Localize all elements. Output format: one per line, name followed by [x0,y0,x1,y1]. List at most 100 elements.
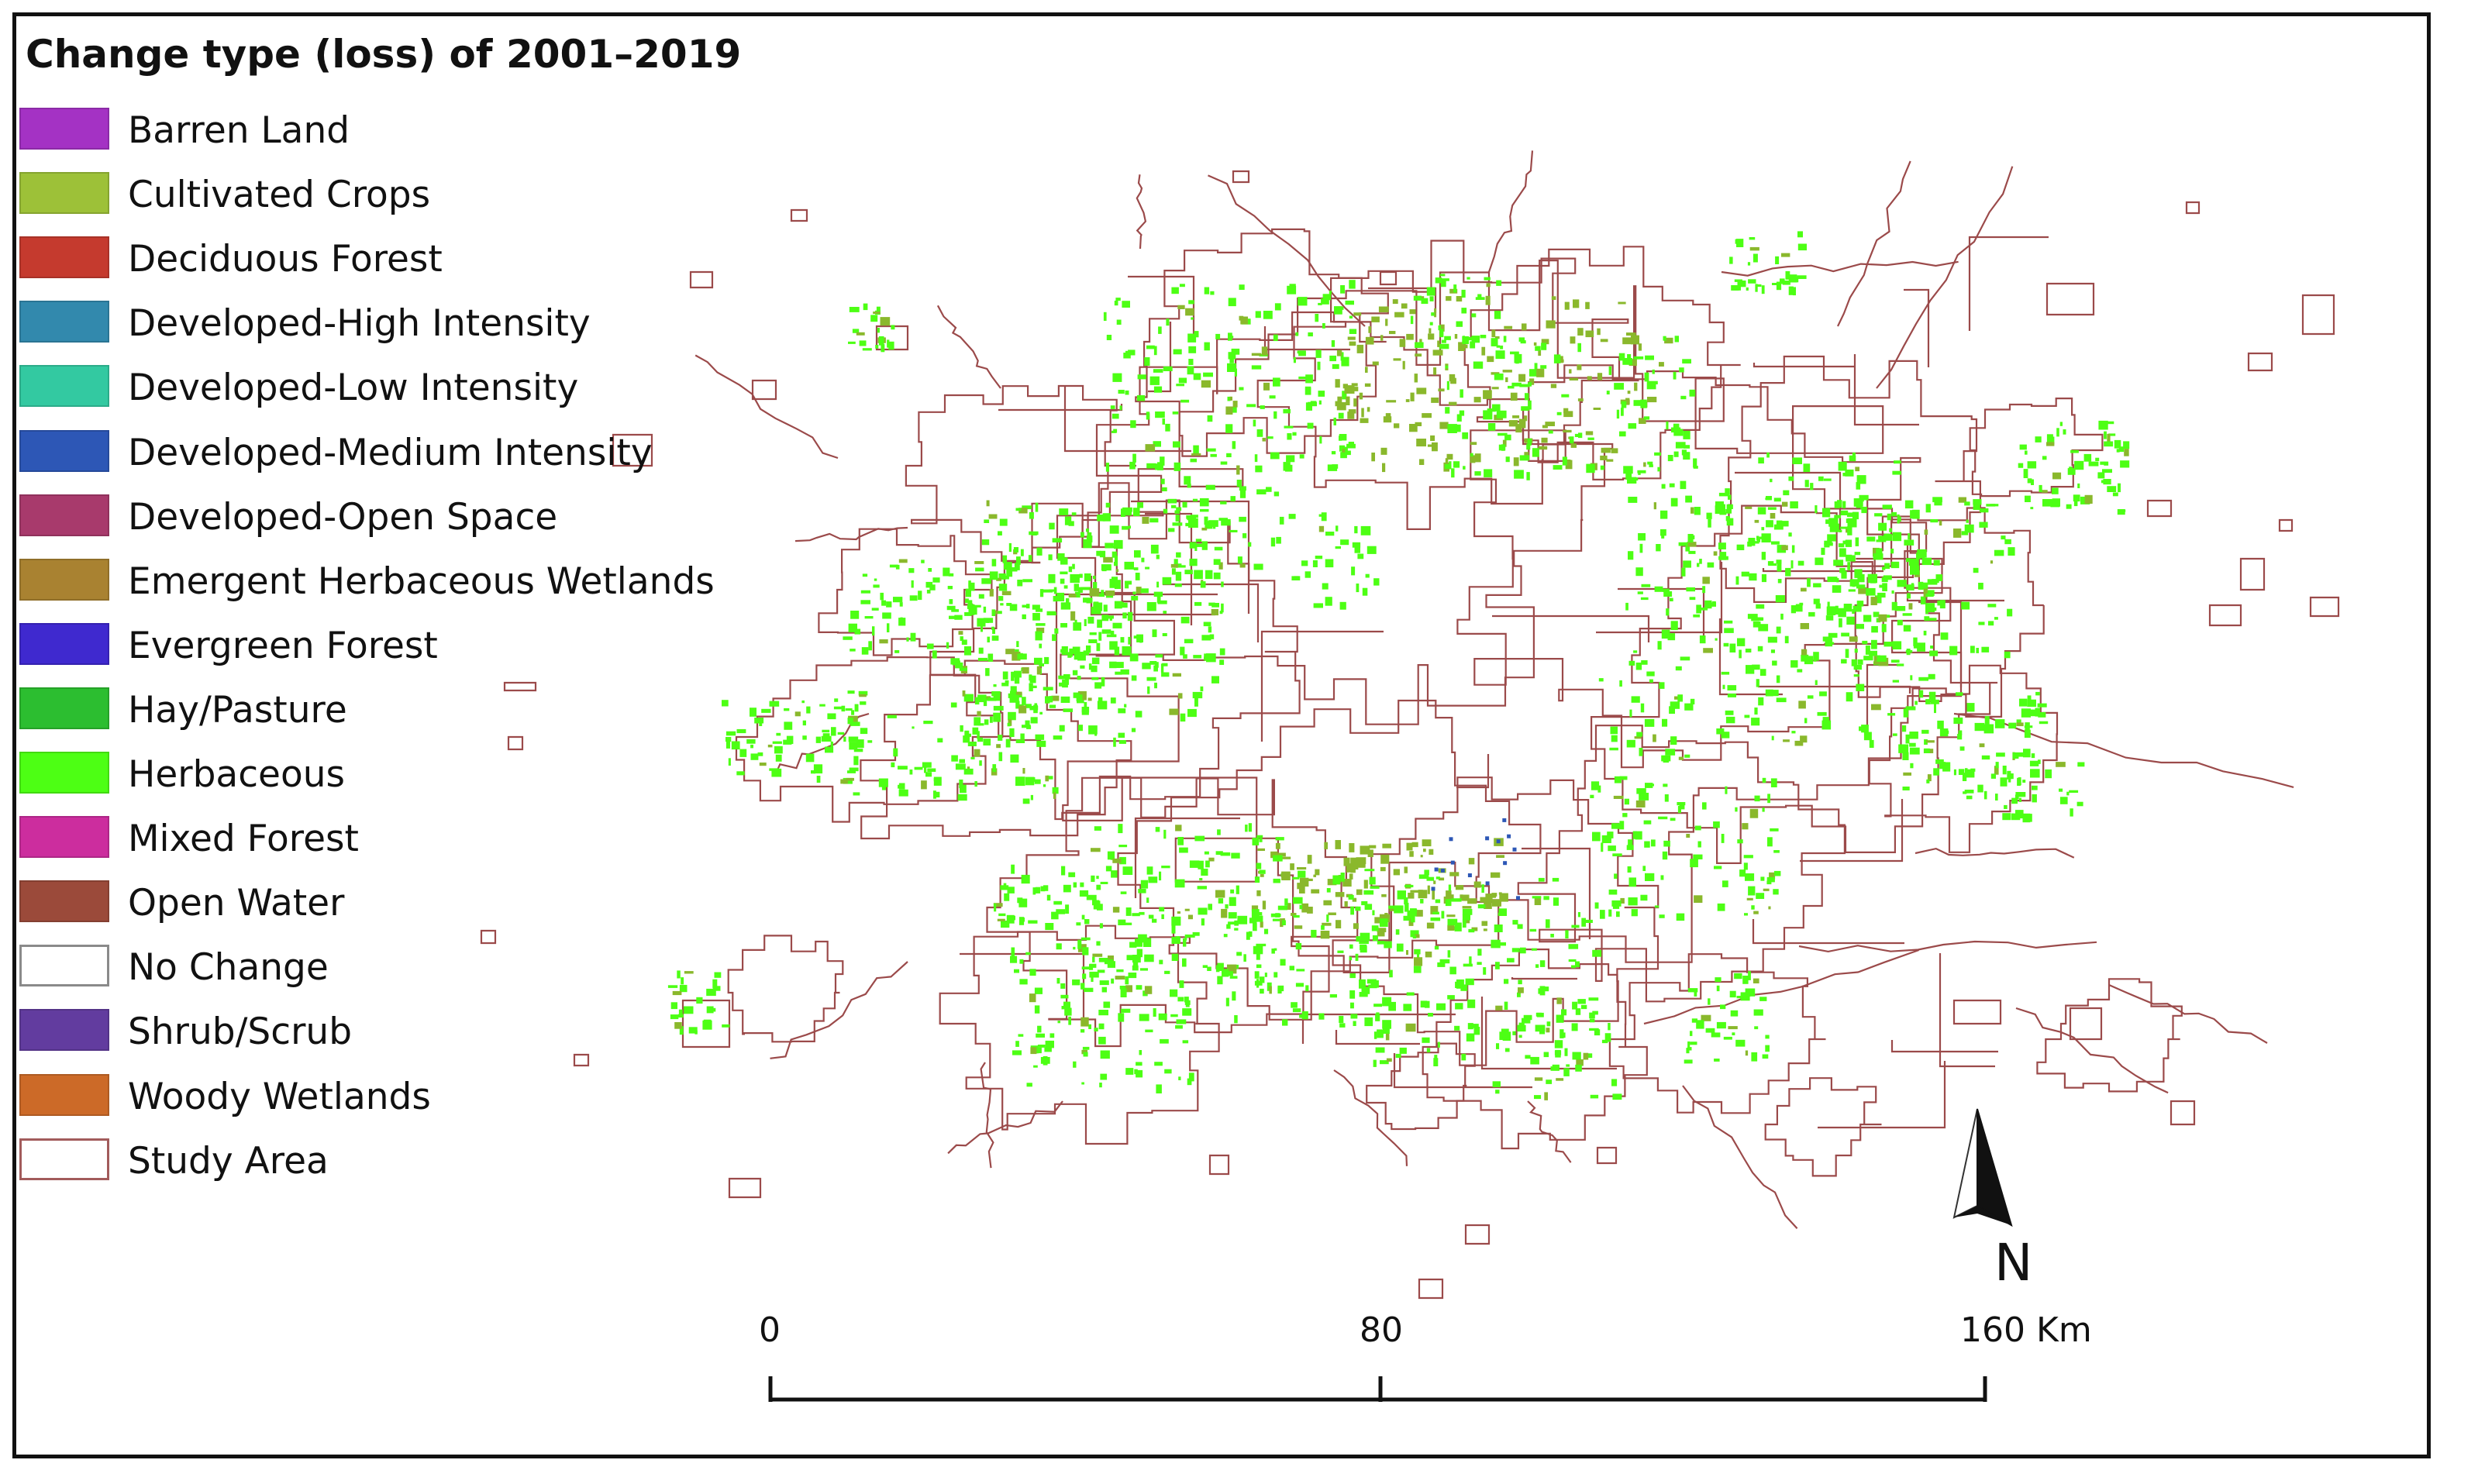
change-patch [1377,1029,1384,1038]
change-patch [1065,904,1070,914]
change-patch [2123,441,2130,449]
change-patch [870,315,878,322]
change-patch [864,616,874,619]
change-patch [1728,494,1732,500]
change-patch [1767,837,1773,847]
change-patch [1109,616,1112,621]
change-patch [1262,900,1267,910]
change-patch [1626,845,1634,850]
change-patch [1491,372,1500,375]
study-area-outline [936,305,1001,389]
change-patch [1162,633,1167,636]
change-patch [1522,323,1527,331]
change-patch [1208,626,1212,633]
change-patch [853,756,859,766]
change-patch [1528,400,1532,410]
change-patch [1682,359,1691,364]
change-patch [1572,1001,1578,1010]
change-patch [1033,704,1038,714]
change-patch [1060,571,1068,575]
change-patch [859,340,867,346]
change-patch [1621,408,1624,416]
change-patch [1273,972,1278,978]
change-patch [1022,798,1030,804]
change-patch [993,903,1003,907]
change-patch [1758,697,1764,706]
change-patch [854,704,859,712]
change-patch [1498,942,1506,946]
change-patch [1194,544,1198,551]
change-patch [1122,525,1129,530]
change-patch [1619,431,1626,437]
change-patch [1115,976,1125,980]
change-patch [1677,806,1681,814]
change-patch [1949,646,1958,656]
change-patch [1504,1001,1508,1010]
change-patch [1015,701,1020,709]
change-patch [1352,897,1357,902]
change-patch [1331,340,1336,347]
change-patch [1157,600,1167,604]
change-patch [1401,303,1408,309]
change-patch [1481,346,1486,356]
change-patch [863,303,868,311]
change-patch [1404,903,1409,912]
change-patch [898,766,908,770]
change-patch [1616,409,1620,419]
change-patch [1470,1024,1479,1028]
change-patch [1928,691,1936,701]
change-patch [1349,873,1353,880]
change-patch [1783,490,1790,496]
change-patch [1994,617,1998,620]
change-patch [1835,605,1839,615]
change-patch [1380,866,1386,872]
change-patch [1746,897,1753,900]
change-patch [1382,1020,1391,1029]
change-patch [1353,398,1357,407]
legend-label: Developed-Low Intensity [128,367,579,410]
change-patch [1080,983,1085,990]
change-patch [1978,621,1985,625]
change-patch [2039,484,2042,493]
change-patch [1769,563,1777,566]
change-patch [1200,686,1204,692]
change-patch [1978,583,1983,590]
change-patch [1821,547,1825,556]
change-patch [1838,461,1847,471]
change-patch [1894,460,1901,464]
change-patch [1133,635,1142,639]
change-patch [1776,281,1782,291]
change-patch [1177,997,1184,1002]
change-patch [1019,918,1025,922]
change-patch [1568,959,1577,962]
change-patch [1622,813,1628,818]
change-patch [1136,395,1146,401]
change-patch [1606,459,1614,462]
legend-label: Developed-Medium Intensity [128,431,653,474]
change-patch [1372,361,1379,366]
change-patch [998,913,1006,917]
change-patch [1930,646,1934,649]
change-patch [1226,971,1233,976]
change-patch [759,719,763,726]
change-patch [1326,914,1329,922]
change-patch [1101,590,1105,596]
study-area-outline [2309,596,2340,618]
change-patch [1601,1039,1608,1044]
change-patch [1227,363,1236,372]
change-patch [1807,578,1811,587]
change-patch [1260,921,1263,928]
change-patch [1924,616,1930,621]
study-area-outline [875,325,909,351]
change-patch [1861,725,1869,733]
change-patch [1773,524,1784,530]
change-patch [1180,616,1190,624]
change-patch [821,735,832,742]
change-patch [1015,739,1025,743]
change-patch [1882,504,1892,509]
change-patch [1335,892,1345,897]
change-patch [1818,476,1824,481]
change-patch [1552,877,1560,882]
change-patch [1504,979,1509,984]
change-patch [1198,907,1208,915]
